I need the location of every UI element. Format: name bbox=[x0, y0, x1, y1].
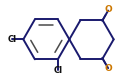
Text: O: O bbox=[105, 64, 112, 73]
Text: Cl: Cl bbox=[7, 35, 16, 44]
Text: O: O bbox=[105, 5, 112, 14]
Text: Cl: Cl bbox=[53, 66, 62, 75]
